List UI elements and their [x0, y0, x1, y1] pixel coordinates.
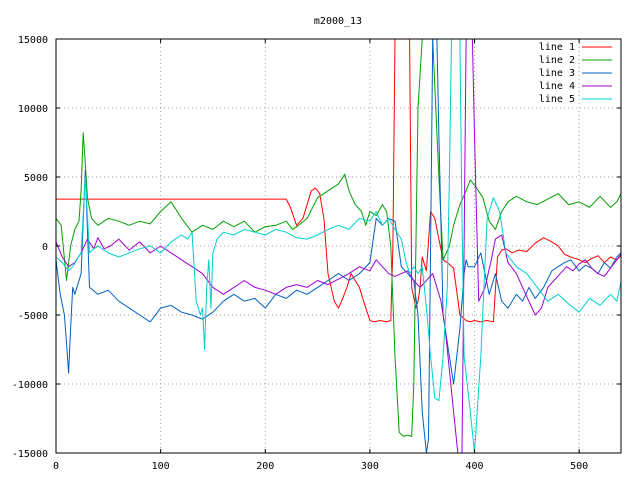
y-tick-label: -15000: [12, 449, 48, 460]
series-line-5: [56, 39, 621, 453]
chart-title: m2000_13: [314, 16, 362, 27]
series-layer: [56, 39, 621, 453]
y-tick-label: 15000: [18, 35, 48, 46]
series-line-3: [56, 39, 621, 453]
legend-label-4: line 4: [539, 81, 575, 92]
y-tick-label: 5000: [24, 173, 48, 184]
axis-ticks: 0 100 200 300 400 500 -15000 -10000 -5000 0 5000 10…: [12, 35, 621, 472]
x-tick-label: 300: [361, 461, 379, 472]
y-tick-label: -5000: [18, 311, 48, 322]
legend: line 1 line 2 line 3 line 4 line 5: [539, 42, 612, 105]
grid-lines: [56, 39, 621, 453]
x-tick-label: 400: [465, 461, 483, 472]
y-tick-label: -10000: [12, 380, 48, 391]
legend-label-2: line 2: [539, 55, 575, 66]
x-tick-label: 100: [152, 461, 170, 472]
legend-label-5: line 5: [539, 94, 575, 105]
series-line-2: [56, 39, 621, 437]
series-line-1: [56, 39, 621, 323]
x-tick-label: 0: [53, 461, 59, 472]
y-tick-label: 10000: [18, 104, 48, 115]
legend-label-3: line 3: [539, 68, 575, 79]
x-tick-label: 500: [570, 461, 588, 472]
legend-label-1: line 1: [539, 42, 575, 53]
x-tick-label: 200: [256, 461, 274, 472]
y-tick-label: 0: [42, 242, 48, 253]
